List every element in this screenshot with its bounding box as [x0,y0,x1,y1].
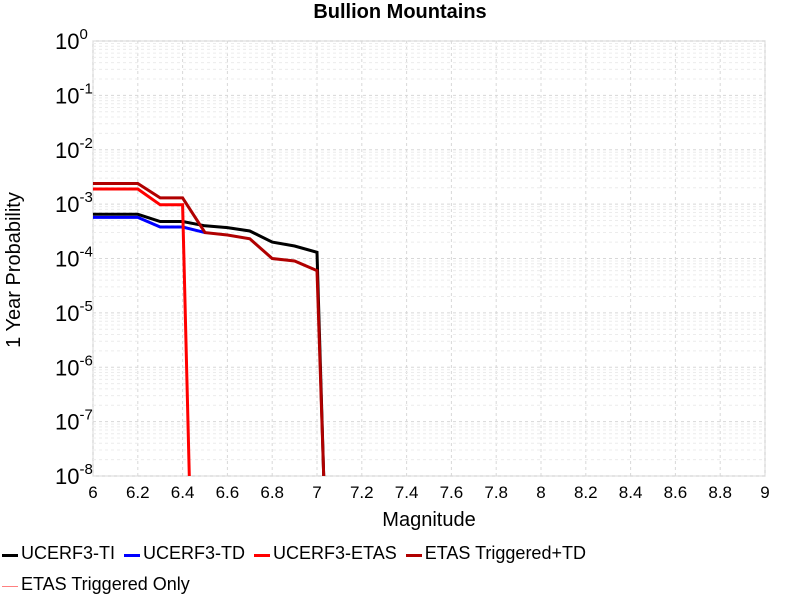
y-tick-label: 10-3 [55,189,93,217]
y-tick-label: 10-2 [55,135,93,163]
x-tick-label: 8 [536,483,545,502]
series-line-ucerf3-ti [93,212,326,477]
series-lines [93,182,326,477]
x-tick-label: 7.4 [395,483,419,502]
y-tick-label: 10-1 [55,80,93,108]
y-tick-label: 100 [55,26,88,54]
x-tick-label: 7.6 [440,483,464,502]
x-tick-label: 7.2 [350,483,374,502]
x-tick-label: 6.8 [260,483,284,502]
x-tick-label: 6.2 [126,483,150,502]
series-line-ucerf3-etas [93,187,191,477]
x-tick-label: 6.4 [171,483,195,502]
y-tick-label: 10-8 [55,461,93,489]
x-tick-label: 7.8 [484,483,508,502]
y-tick-labels: 100 10-1 10-2 10-3 10-4 10-5 10-6 10-7 10-8 [55,26,93,489]
series-line-ucerf3-td [93,215,206,235]
chart-title: Bullion Mountains [313,1,486,23]
x-tick-label: 9 [760,483,769,502]
x-tick-label: 7 [312,483,321,502]
x-axis-label: Magnitude [382,509,475,531]
x-tick-label: 8.2 [574,483,598,502]
x-tick-label: 8.8 [708,483,732,502]
y-tick-label: 10-4 [55,244,93,272]
x-tick-label: 8.6 [664,483,688,502]
y-tick-label: 10-6 [55,352,93,380]
x-tick-label: 6 [88,483,97,502]
y-axis-label: 1 Year Probability [3,192,25,348]
x-tick-labels: 6 6.2 6.4 6.6 6.8 7 7.2 7.4 7.6 7.8 8 8.2 8.4 8.6 8.8 9 [88,483,769,502]
y-tick-label: 10-7 [55,407,93,435]
x-tick-label: 6.6 [216,483,240,502]
x-tick-label: 8.4 [619,483,643,502]
y-tick-label: 10-5 [55,298,93,326]
grid [92,40,766,477]
series-line-etas-triggered-td [93,182,326,477]
